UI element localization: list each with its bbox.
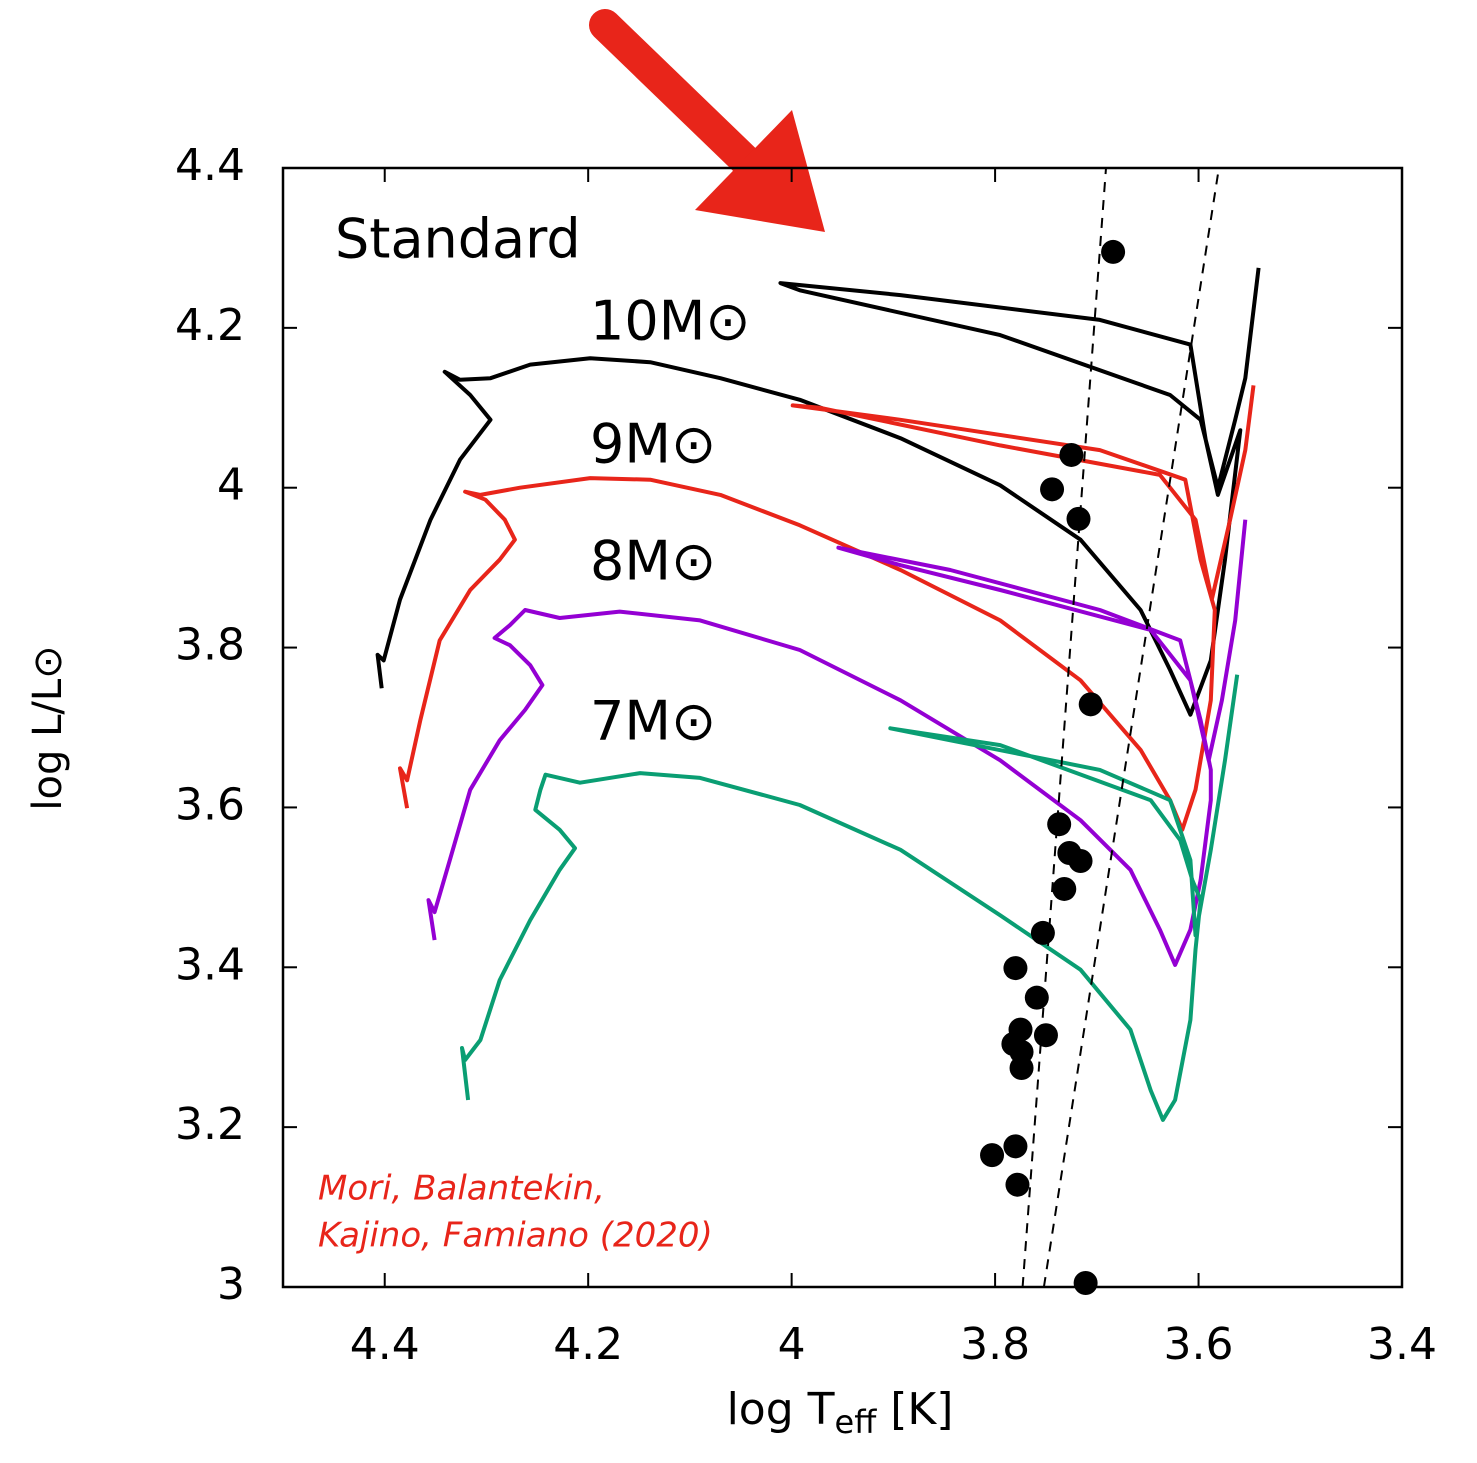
- track-label: 7M⊙: [590, 690, 716, 753]
- y-tick-label: 3.8: [175, 620, 245, 671]
- y-tick-label: 3.2: [175, 1099, 245, 1150]
- star-point: [1066, 506, 1091, 531]
- y-axis-label: log L/L⊙: [25, 645, 71, 810]
- star-point: [1052, 876, 1077, 901]
- x-tick-label: 3.8: [960, 1319, 1030, 1370]
- y-tick-label: 3: [217, 1259, 245, 1310]
- x-tick-label: 4.2: [553, 1319, 623, 1370]
- y-tick-label: 4.4: [175, 140, 245, 191]
- star-point: [1078, 692, 1103, 717]
- star-point: [1005, 1172, 1030, 1197]
- star-point: [1009, 1055, 1034, 1080]
- star-point: [1101, 239, 1126, 264]
- x-axis-label: log Teff [K]: [727, 1384, 954, 1441]
- track-line: [460, 674, 1240, 1122]
- star-point: [1003, 956, 1028, 981]
- x-label-sub: eff: [835, 1403, 878, 1441]
- arrow-shaft: [589, 9, 766, 181]
- x-tick-label: 4: [778, 1319, 806, 1370]
- star-point: [1040, 477, 1065, 502]
- y-tick-label: 3.4: [175, 939, 245, 990]
- credit: Mori, Balantekin,: [318, 1169, 605, 1209]
- track-line: [426, 519, 1248, 967]
- credit: Kajino, Famiano (2020): [318, 1216, 713, 1256]
- track-label: 9M⊙: [590, 413, 716, 476]
- x-tick-label: 4.4: [350, 1319, 420, 1370]
- track-line: [375, 267, 1261, 717]
- plot-frame: [281, 166, 1404, 1289]
- red-arrow: [589, 9, 825, 232]
- star-point: [1068, 848, 1093, 873]
- star-point: [980, 1143, 1005, 1168]
- y-tick-label: 4.2: [175, 300, 245, 351]
- strip-boundary: [1021, 167, 1107, 1288]
- annotation: Standard: [335, 208, 581, 271]
- track-line: [398, 385, 1256, 832]
- strip-boundary: [1042, 167, 1220, 1288]
- y-tick-label: 4: [217, 460, 245, 511]
- star-point: [1003, 1134, 1028, 1159]
- star-point: [1033, 1023, 1058, 1048]
- track-label: 8M⊙: [590, 530, 716, 593]
- x-tick-label: 3.4: [1367, 1319, 1437, 1370]
- star-point: [1047, 812, 1072, 837]
- x-label-main: log T: [727, 1384, 835, 1435]
- track-label: 10M⊙: [590, 290, 751, 353]
- star-point: [1059, 442, 1084, 467]
- x-tick-label: 3.6: [1164, 1319, 1234, 1370]
- star-point: [1073, 1271, 1098, 1296]
- y-tick-label: 3.6: [175, 779, 245, 830]
- star-point: [1024, 985, 1049, 1010]
- star-point: [1030, 920, 1055, 945]
- arrow-head: [695, 110, 825, 232]
- x-label-unit: [K]: [876, 1384, 953, 1435]
